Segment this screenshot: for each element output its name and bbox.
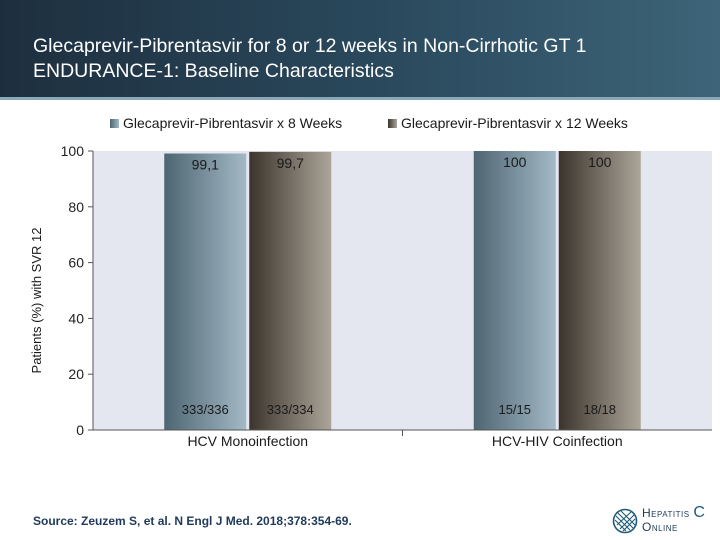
legend-entry: Glecaprevir-Pibrentasvir x 12 Weeks [401,115,628,131]
bar-fraction-label: 333/336 [182,402,229,417]
legend-swatch [388,119,397,128]
y-tick-label: 100 [61,143,85,159]
logo-word-hepatitis: Hepatitis [642,506,690,520]
y-tick-label: 60 [68,255,84,271]
bar [558,151,641,430]
globe-icon [612,508,638,534]
y-tick-label: 80 [68,199,84,215]
source-citation: Source: Zeuzem S, et al. N Engl J Med. 2… [33,514,352,528]
bar-fraction-label: 18/18 [583,402,616,417]
slide-title: Glecaprevir-Pibrentasvir for 8 or 12 wee… [33,34,586,84]
x-category-label: HCV-HIV Coinfection [492,433,623,449]
y-tick-label: 0 [76,422,84,438]
bar [249,151,332,430]
logo-text: Hepatitis C Online [642,504,706,535]
y-tick-label: 40 [68,310,84,326]
x-category-label: HCV Monoinfection [187,433,308,449]
bar [164,153,247,431]
y-axis-label: Patients (%) with SVR 12 [29,228,44,374]
legend-entry: Glecaprevir-Pibrentasvir x 8 Weeks [123,115,342,131]
bar-value-label: 99,1 [192,157,219,173]
bar-value-label: 99,7 [277,155,304,171]
title-line-1: Glecaprevir-Pibrentasvir for 8 or 12 wee… [33,35,587,57]
y-tick-label: 20 [68,366,84,382]
bar-fraction-label: 333/334 [267,402,314,417]
bar [473,151,556,430]
hepatitis-c-online-logo: Hepatitis C Online [612,504,717,536]
bar-value-label: 100 [588,154,612,170]
slide-header: Glecaprevir-Pibrentasvir for 8 or 12 wee… [0,0,720,100]
logo-word-online: Online [642,520,678,534]
title-line-2: ENDURANCE-1: Baseline Characteristics [33,60,394,82]
logo-letter-c: C [693,504,706,521]
legend-swatch [110,119,119,128]
bar-fraction-label: 15/15 [498,402,531,417]
bar-value-label: 100 [503,154,527,170]
